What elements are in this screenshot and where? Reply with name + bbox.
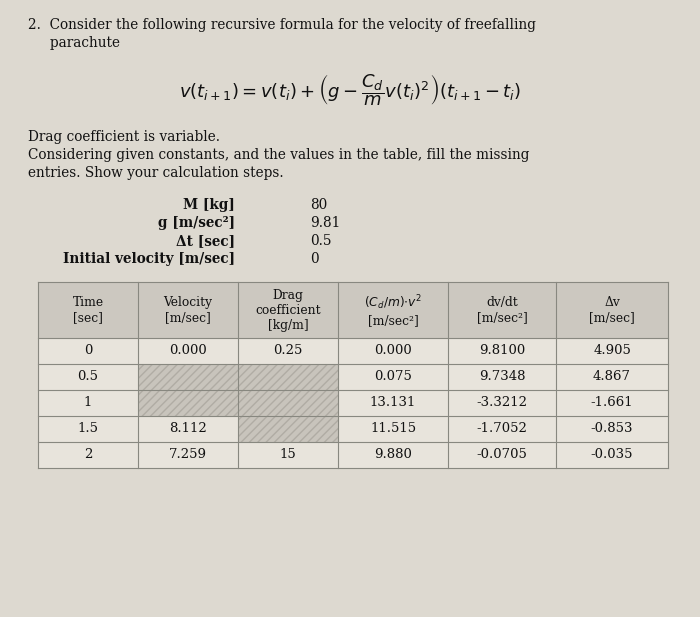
- Bar: [38, 390, 668, 416]
- Bar: [138, 364, 238, 390]
- Text: Drag coefficient is variable.: Drag coefficient is variable.: [28, 130, 220, 144]
- Text: 80: 80: [310, 198, 328, 212]
- Text: 4.905: 4.905: [593, 344, 631, 357]
- Text: $(C_d/m){\cdot}v^2$
[m/sec²]: $(C_d/m){\cdot}v^2$ [m/sec²]: [364, 293, 422, 327]
- Text: g [m/sec²]: g [m/sec²]: [158, 216, 235, 230]
- Text: 0.000: 0.000: [169, 344, 207, 357]
- Text: 9.7348: 9.7348: [479, 370, 525, 384]
- Text: -1.661: -1.661: [591, 397, 634, 410]
- Text: 0.25: 0.25: [273, 344, 302, 357]
- Text: 9.81: 9.81: [310, 216, 340, 230]
- Text: Δt [sec]: Δt [sec]: [176, 234, 235, 248]
- Text: 11.515: 11.515: [370, 423, 416, 436]
- Text: 0.000: 0.000: [374, 344, 412, 357]
- Text: entries. Show your calculation steps.: entries. Show your calculation steps.: [28, 166, 284, 180]
- Text: 0: 0: [310, 252, 319, 266]
- Text: -0.853: -0.853: [591, 423, 634, 436]
- Text: -3.3212: -3.3212: [477, 397, 528, 410]
- Text: parachute: parachute: [28, 36, 120, 50]
- Text: 0.5: 0.5: [310, 234, 332, 248]
- Bar: [38, 442, 668, 468]
- Text: 2.  Consider the following recursive formula for the velocity of freefalling: 2. Consider the following recursive form…: [28, 18, 536, 32]
- Bar: [238, 364, 338, 390]
- Bar: [138, 390, 238, 416]
- Text: Drag
coefficient
[kg/m]: Drag coefficient [kg/m]: [256, 289, 321, 331]
- Bar: [38, 282, 668, 338]
- Text: Time
[sec]: Time [sec]: [72, 296, 104, 324]
- Text: 1: 1: [84, 397, 92, 410]
- Bar: [38, 364, 668, 390]
- Text: dv/dt
[m/sec²]: dv/dt [m/sec²]: [477, 296, 527, 324]
- Text: 7.259: 7.259: [169, 449, 207, 462]
- Bar: [238, 390, 338, 416]
- Text: -0.035: -0.035: [591, 449, 634, 462]
- Bar: [38, 416, 668, 442]
- Text: 9.8100: 9.8100: [479, 344, 525, 357]
- Text: 9.880: 9.880: [374, 449, 412, 462]
- Text: 8.112: 8.112: [169, 423, 207, 436]
- Bar: [238, 416, 338, 442]
- Text: Δv
[m/sec]: Δv [m/sec]: [589, 296, 635, 324]
- Bar: [38, 338, 668, 364]
- Text: 0.075: 0.075: [374, 370, 412, 384]
- Text: 15: 15: [279, 449, 296, 462]
- Text: -0.0705: -0.0705: [477, 449, 527, 462]
- Text: 0.5: 0.5: [78, 370, 99, 384]
- Text: Velocity
[m/sec]: Velocity [m/sec]: [164, 296, 213, 324]
- Text: 13.131: 13.131: [370, 397, 416, 410]
- Text: 4.867: 4.867: [593, 370, 631, 384]
- Text: $v(t_{i+1}) = v(t_i) + \left(g - \dfrac{C_d}{m}v(t_i)^2\right)(t_{i+1} - t_i)$: $v(t_{i+1}) = v(t_i) + \left(g - \dfrac{…: [179, 72, 521, 107]
- Text: 2: 2: [84, 449, 92, 462]
- Text: M [kg]: M [kg]: [183, 198, 235, 212]
- Text: Considering given constants, and the values in the table, fill the missing: Considering given constants, and the val…: [28, 148, 529, 162]
- Text: 0: 0: [84, 344, 92, 357]
- Text: Initial velocity [m/sec]: Initial velocity [m/sec]: [63, 252, 235, 266]
- Text: -1.7052: -1.7052: [477, 423, 527, 436]
- Text: 1.5: 1.5: [78, 423, 99, 436]
